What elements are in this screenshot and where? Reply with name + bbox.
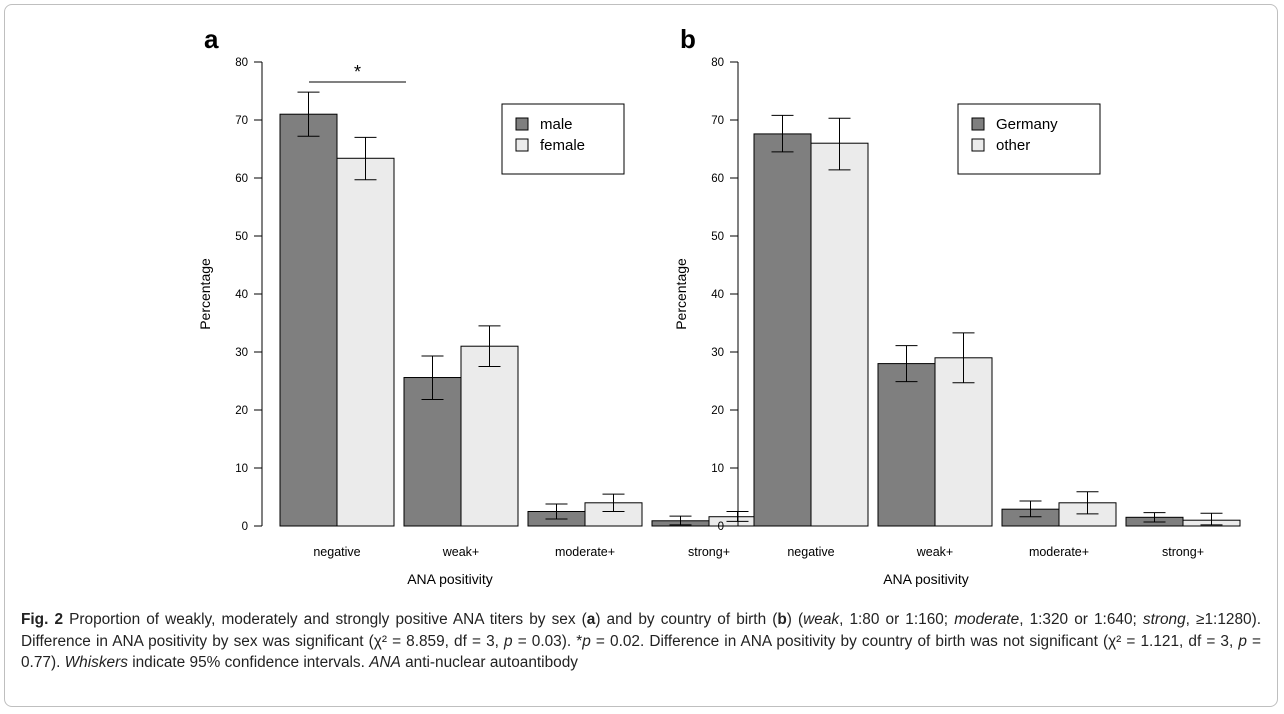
x-category-label: moderate+ xyxy=(555,545,615,559)
y-tick-label: 40 xyxy=(711,289,724,301)
caption-segment: anti-nuclear autoantibody xyxy=(400,654,578,671)
legend-swatch xyxy=(515,117,529,131)
y-tick-label: 30 xyxy=(711,347,724,359)
x-category-label: negative xyxy=(313,545,360,559)
x-category-label: weak+ xyxy=(916,545,953,559)
caption-segment: ) and by country of birth ( xyxy=(595,611,778,628)
caption-segment: strong xyxy=(1142,611,1186,628)
caption-text: Proportion of weakly, moderately and str… xyxy=(21,611,1261,671)
panel-label: a xyxy=(204,24,219,54)
bar-female xyxy=(460,345,519,527)
x-category-label: negative xyxy=(787,545,834,559)
caption-segment: p xyxy=(1238,632,1247,650)
y-tick-label: 50 xyxy=(711,231,724,243)
x-category-label: moderate+ xyxy=(1029,545,1089,559)
y-tick-label: 30 xyxy=(235,347,248,359)
caption-segment: , ≥1:1280). Difference in ANA positivity… xyxy=(21,611,1261,650)
bar-female xyxy=(336,157,395,527)
legend-swatch xyxy=(971,138,985,152)
caption-segment: = 0.77). xyxy=(21,632,1262,672)
caption-segment: , 1:320 or 1:640; xyxy=(1019,611,1143,628)
caption-segment: weak xyxy=(803,611,840,628)
panel-a: a 0 10 20 30 40 50 60 70 80 Percentage negative weak… xyxy=(197,24,767,587)
y-tick-label: 10 xyxy=(711,463,724,475)
x-category-label: strong+ xyxy=(1162,545,1204,559)
caption-segment: ANA xyxy=(369,654,401,671)
caption-segment: Whiskers xyxy=(64,654,128,671)
caption-segment: ) ( xyxy=(786,611,804,628)
panel-b: b 0 10 20 30 40 50 60 70 80 Percentage negative weak… xyxy=(673,24,1241,587)
x-axis-label: ANA positivity xyxy=(883,571,969,587)
caption-segment: , 1:80 or 1:160; xyxy=(839,611,955,628)
y-tick-label: 10 xyxy=(235,463,248,475)
caption-segment: = 0.03). * xyxy=(512,632,583,650)
bar-other xyxy=(934,357,993,527)
caption-segment: b xyxy=(777,611,787,628)
caption-segment: moderate xyxy=(954,611,1020,628)
caption-fig-label: Fig. 2 xyxy=(21,611,64,628)
y-axis-label: Percentage xyxy=(673,258,689,330)
y-axis-label: Percentage xyxy=(197,258,213,330)
legend-label: other xyxy=(996,137,1030,154)
x-category-label: weak+ xyxy=(442,545,479,559)
y-tick-label: 80 xyxy=(711,57,724,69)
y-tick-label: 70 xyxy=(235,115,248,127)
legend-label: female xyxy=(540,137,585,154)
bar-Germany xyxy=(877,363,936,527)
y-tick-label: 20 xyxy=(711,405,724,417)
caption-segment: p xyxy=(582,632,591,650)
y-tick-label: 60 xyxy=(235,173,248,185)
significance-marker: * xyxy=(354,62,361,82)
caption-segment: = 0.02. Difference in ANA positivity by … xyxy=(590,632,1239,650)
y-tick-label: 80 xyxy=(235,57,248,69)
bar-other xyxy=(810,142,869,527)
x-axis-label: ANA positivity xyxy=(407,571,493,587)
legend-label: male xyxy=(540,116,573,133)
caption-segment: p xyxy=(504,632,513,650)
bar-male xyxy=(403,377,462,527)
y-tick-label: 0 xyxy=(242,521,248,533)
legend-swatch xyxy=(515,138,529,152)
y-tick-label: 0 xyxy=(718,521,724,533)
bar-male xyxy=(279,113,338,527)
y-tick-label: 60 xyxy=(711,173,724,185)
legend-swatch xyxy=(971,117,985,131)
y-tick-label: 50 xyxy=(235,231,248,243)
y-tick-label: 70 xyxy=(711,115,724,127)
y-tick-label: 20 xyxy=(235,405,248,417)
panel-label: b xyxy=(680,24,696,54)
caption-segment: a xyxy=(586,611,596,628)
caption-segment: indicate 95% confidence intervals. xyxy=(127,654,370,671)
figure-caption: Fig. 2 Proportion of weakly, moderately … xyxy=(21,609,1261,674)
legend-label: Germany xyxy=(996,116,1058,133)
x-category-label: strong+ xyxy=(688,545,730,559)
bar-Germany xyxy=(753,133,812,527)
y-tick-label: 40 xyxy=(235,289,248,301)
figure-chart: a 0 10 20 30 40 50 60 70 80 Percentage negative weak… xyxy=(197,24,1241,587)
caption-segment: Proportion of weakly, moderately and str… xyxy=(63,611,587,628)
